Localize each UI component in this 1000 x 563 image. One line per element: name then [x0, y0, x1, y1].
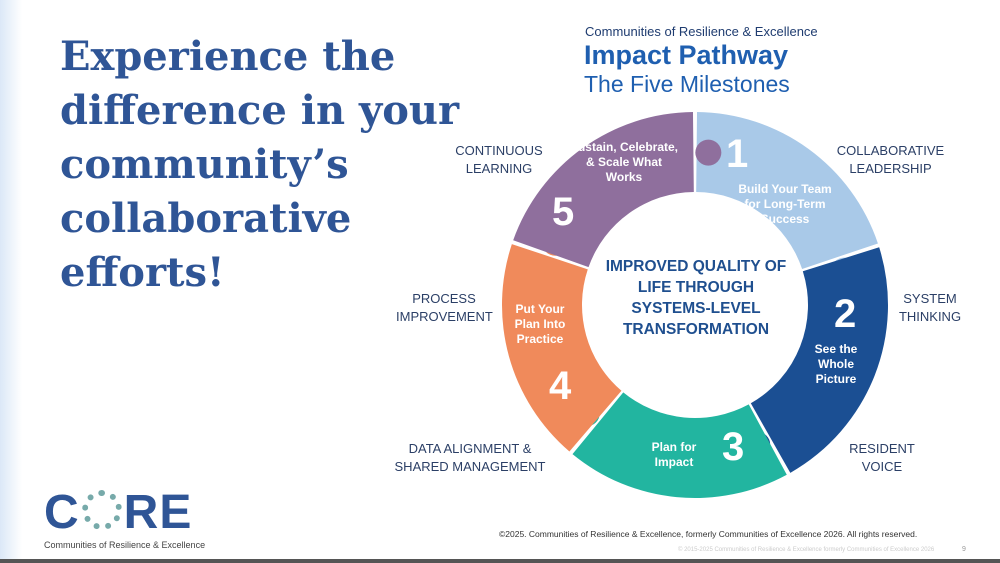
bottom-bar: [0, 559, 1000, 563]
label-process-improvement: PROCESS IMPROVEMENT: [396, 291, 493, 324]
label-system-thinking: SYSTEM THINKING: [898, 291, 962, 324]
milestone-5-text: Sustain, Celebrate, & Scale What Works: [569, 140, 679, 184]
milestone-2-text: See the Whole Picture: [814, 342, 858, 386]
milestone-5-segment: [513, 112, 694, 268]
label-collaborative-leadership: COLLABORATIVE LEADERSHIP: [836, 143, 945, 176]
headline: Experience the difference in your commun…: [60, 33, 460, 296]
title-tagline: The Five Milestones: [584, 71, 790, 97]
logo-tagline: Communities of Resilience & Excellence: [44, 540, 206, 550]
milestone-3-segment: [572, 392, 787, 498]
title-main: Impact Pathway: [584, 40, 789, 70]
logo-word: C RE: [44, 486, 193, 539]
copyright: ©2025. Communities of Resilience & Excel…: [499, 529, 918, 539]
milestone-3-text: Plan for Impact: [651, 440, 697, 469]
milestone-2-segment: [750, 247, 889, 473]
milestone-1-text: Build Your Team for Long-Term Success: [738, 182, 832, 226]
milestone-5-puzzle-tab: [695, 139, 722, 166]
left-edge-gradient: [0, 0, 22, 563]
logo-flower-icon: [81, 490, 122, 530]
milestone-1-number: 1: [726, 132, 749, 176]
label-data-alignment: DATA ALIGNMENT & SHARED MANAGEMENT: [394, 441, 546, 474]
label-continuous-learning: CONTINUOUS LEARNING: [455, 143, 543, 176]
milestone-4-text: Put Your Plan Into Practice: [514, 302, 566, 346]
center-text: IMPROVED QUALITY OF LIFE THROUGH SYSTEMS…: [605, 258, 787, 338]
milestone-5-number: 5: [552, 190, 575, 234]
title-subtitle: Communities of Resilience & Excellence: [585, 24, 818, 39]
milestone-4-segment: [501, 244, 622, 452]
faint-copyright: © 2015-2025 Communities of Resilience & …: [678, 547, 935, 553]
core-logo: C RE Communities of Resilience & Excellen…: [44, 486, 206, 551]
page-number: 9: [962, 546, 966, 553]
milestone-3-number: 3: [722, 425, 745, 469]
milestone-2-number: 2: [834, 292, 857, 336]
milestone-4-number: 4: [549, 364, 572, 408]
milestone-1-segment: [696, 112, 878, 269]
label-resident-voice: RESIDENT VOICE: [849, 441, 915, 474]
